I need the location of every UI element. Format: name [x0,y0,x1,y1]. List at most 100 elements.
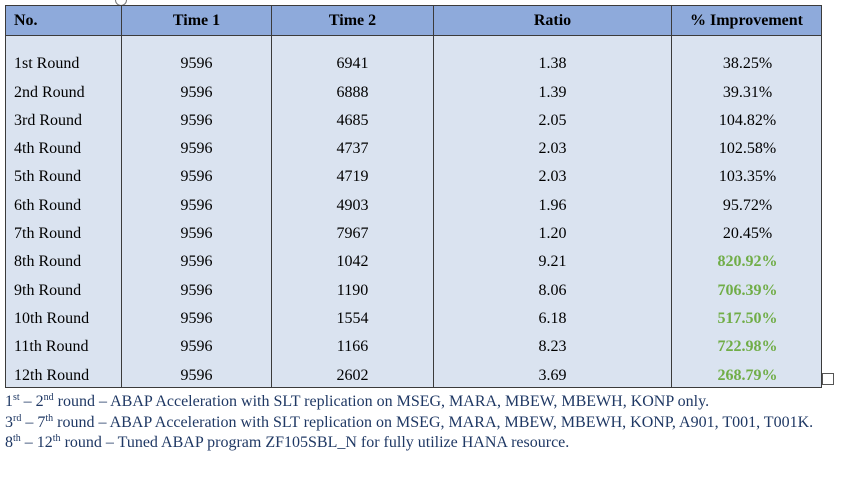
cell-time1: 9596 [121,130,272,160]
cell-time2: 4685 [271,102,434,131]
cell-time1: 9596 [121,357,272,388]
cell-no: 2nd Round [5,74,122,103]
cell-time2: 6888 [271,74,434,103]
cell-no: 10th Round [5,300,122,329]
cell-time1: 9596 [121,215,272,245]
cell-time1: 9596 [121,244,272,273]
cell-time1: 9596 [121,159,272,188]
table-row: 6th Round 9596 4903 1.96 95.72% [5,187,822,216]
table-row: 11th Round 9596 1166 8.23 722.98% [5,328,822,358]
cell-time1: 9596 [121,46,272,75]
cell-no: 6th Round [5,187,122,216]
cell-no: 4th Round [5,130,122,160]
footnote-start-suffix: th [13,433,21,444]
cell-improvement: 95.72% [671,187,822,216]
cell-time1: 9596 [121,272,272,301]
footnote: 8th – 12th round – Tuned ABAP program ZF… [5,433,851,454]
cell-no: 11th Round [5,328,122,358]
cell-time2: 1166 [271,328,434,358]
footnote-end-suffix: th [52,433,61,444]
cell-improvement: 104.82% [671,102,822,131]
cell-improvement: 20.45% [671,215,822,245]
footnote-end-suffix: nd [43,392,54,403]
cell-ratio: 3.69 [433,357,672,388]
footnote-start-suffix: st [13,392,20,403]
cell-ratio: 2.03 [433,130,672,160]
cell-ratio: 1.39 [433,74,672,103]
cell-time2: 7967 [271,215,434,245]
cell-improvement-highlight: 722.98% [671,328,822,358]
header-improvement: % Improvement [671,5,822,36]
footnote-text: round – ABAP Acceleration with SLT repli… [53,393,710,410]
footnote: 3rd – 7th round – ABAP Acceleration with… [5,413,851,434]
table-row: 4th Round 9596 4737 2.03 102.58% [5,130,822,160]
cell-no: 12th Round [5,357,122,388]
cell-ratio: 2.03 [433,159,672,188]
table-row: 9th Round 9596 1190 8.06 706.39% [5,272,822,301]
footnote-text: round – Tuned ABAP program ZF105SBL_N fo… [60,434,570,451]
footnote-end: – 12 [20,434,53,451]
cell-time2: 1554 [271,300,434,329]
footnotes: 1st – 2nd round – ABAP Acceleration with… [5,392,851,454]
cell-time2: 4719 [271,159,434,188]
cell-improvement-highlight: 268.79% [671,357,822,388]
cell-no: 7th Round [5,215,122,245]
table-resize-handle[interactable] [822,373,834,385]
footnote: 1st – 2nd round – ABAP Acceleration with… [5,392,851,413]
cell-improvement: 102.58% [671,130,822,160]
cell-time2: 6941 [271,46,434,75]
cell-no: 1st Round [5,46,122,75]
table-row: 8th Round 9596 1042 9.21 820.92% [5,244,822,273]
table-row: 12th Round 9596 2602 3.69 268.79% [5,357,822,388]
table-spacer-row [5,35,822,46]
cell-time1: 9596 [121,328,272,358]
cell-ratio: 9.21 [433,244,672,273]
cell-ratio: 8.23 [433,328,672,358]
table-row: 2nd Round 9596 6888 1.39 39.31% [5,74,822,103]
cell-ratio: 1.20 [433,215,672,245]
cell-time1: 9596 [121,74,272,103]
cell-improvement: 103.35% [671,159,822,188]
footnote-start: 1 [5,393,13,410]
table-row: 5th Round 9596 4719 2.03 103.35% [5,159,822,188]
table-row: 10th Round 9596 1554 6.18 517.50% [5,300,822,329]
cell-time2: 4903 [271,187,434,216]
cell-ratio: 8.06 [433,272,672,301]
footnote-end: – 7 [21,413,46,431]
cell-ratio: 2.05 [433,102,672,131]
cell-no: 9th Round [5,272,122,301]
table-row: 3rd Round 9596 4685 2.05 104.82% [5,102,822,131]
cell-ratio: 1.96 [433,187,672,216]
footnote-end-suffix: th [45,412,54,424]
cell-improvement: 38.25% [671,46,822,75]
cell-improvement: 39.31% [671,74,822,103]
table-row: 1st Round 9596 6941 1.38 38.25% [5,46,822,75]
cell-improvement-highlight: 706.39% [671,272,822,301]
header-time2: Time 2 [271,5,434,36]
footnote-start: 8 [5,434,13,451]
cell-improvement-highlight: 517.50% [671,300,822,329]
footnote-start: 3 [5,413,13,431]
cell-time2: 1190 [271,272,434,301]
table-row: 7th Round 9596 7967 1.20 20.45% [5,215,822,245]
header-ratio: Ratio [433,5,672,36]
cell-time2: 1042 [271,244,434,273]
cell-ratio: 6.18 [433,300,672,329]
cell-ratio: 1.38 [433,46,672,75]
footnote-text: round – ABAP Acceleration with SLT repli… [53,413,814,431]
cell-no: 5th Round [5,159,122,188]
cell-time1: 9596 [121,300,272,329]
cell-time2: 4737 [271,130,434,160]
cell-time2: 2602 [271,357,434,388]
table-header-row: No. Time 1 Time 2 Ratio % Improvement [5,5,822,36]
cell-no: 8th Round [5,244,122,273]
cell-no: 3rd Round [5,102,122,131]
cell-time1: 9596 [121,102,272,131]
footnote-start-suffix: rd [13,412,22,424]
cell-time1: 9596 [121,187,272,216]
results-table: No. Time 1 Time 2 Ratio % Improvement 1s… [5,5,822,388]
header-no: No. [5,5,122,36]
cell-improvement-highlight: 820.92% [671,244,822,273]
footnote-end: – 2 [19,393,44,410]
